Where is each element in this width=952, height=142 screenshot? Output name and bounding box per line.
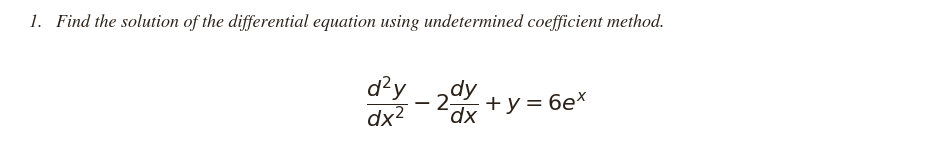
Text: 1.   Find the solution of the differential equation using undetermined coefficie: 1. Find the solution of the differential… [29,14,664,31]
Text: $\dfrac{d^2y}{dx^2} - 2\dfrac{dy}{dx} + y = 6e^x$: $\dfrac{d^2y}{dx^2} - 2\dfrac{dy}{dx} + … [366,74,586,130]
